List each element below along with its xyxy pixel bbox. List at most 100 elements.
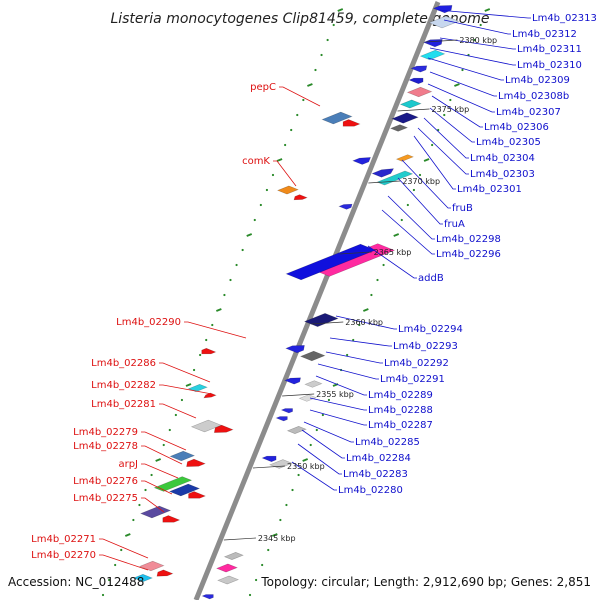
tick-dot [418,173,422,177]
gene-label-lm4b-02278: Lm4b_02278 [73,441,138,452]
tick-dot [253,218,256,222]
gene-feature [138,560,165,572]
leader-line [325,351,383,364]
tick-dot [205,338,208,342]
gene-feature [203,392,217,399]
tick-dot [248,593,252,597]
tick-dot [327,398,331,402]
tick-dot [285,503,288,507]
gene-label-lm4b-02304: Lm4b_02304 [470,153,535,164]
tick-dot [174,413,177,417]
gene-label-lm4b-02311: Lm4b_02311 [517,44,582,55]
scale-tick-label: 2355 kbp [316,390,354,399]
leader-line [159,362,211,383]
gene-feature [190,419,223,433]
gene-label-lm4b-02283: Lm4b_02283 [343,469,408,480]
gene-feature [132,573,153,583]
leader-line [417,127,469,175]
gene-label-lm4b-02306: Lm4b_02306 [484,122,549,133]
tick-dot [259,203,262,207]
gene-feature [188,491,207,499]
gene-feature [223,551,244,561]
gene-feature [261,455,277,463]
tick-dot [192,368,196,372]
gene-features [132,5,460,600]
tick-dot [406,203,409,207]
scale-tick-label: 2380 kbp [459,36,497,45]
scale-tick-line [252,465,286,469]
leader-line [159,384,213,395]
tick-dot [473,38,476,42]
leader-line [159,403,197,419]
tick-dot [114,563,117,567]
backbone [193,1,441,600]
tick-dot [315,428,318,432]
accession-text: Accession: NC_012488 [8,575,144,589]
gene-feature [169,450,196,462]
tick-dot [101,593,105,597]
tick-dot [211,323,214,327]
gene-label-lm4b-02301: Lm4b_02301 [457,184,522,195]
gene-feature [162,515,181,523]
backbone-line [193,1,441,600]
tick-dot [337,8,344,12]
leader-line [141,431,187,451]
tick-dot [449,98,452,102]
tick-dot [352,338,355,342]
gene-label-lm4b-02284: Lm4b_02284 [346,453,411,464]
tick-dot [235,263,238,267]
scale-tick-line [339,251,372,255]
tick-dot [185,383,192,387]
gene-label-lm4b-02289: Lm4b_02289 [368,390,433,401]
gene-feature [269,459,293,469]
gene-label-comk: comK [242,156,270,167]
gene-label-lm4b-02280: Lm4b_02280 [338,485,403,496]
leader-line [397,177,443,225]
tick-dot [309,443,312,447]
gene-feature [215,563,238,573]
tick-dot [443,113,446,117]
gene-label-lm4b-02298: Lm4b_02298 [436,234,501,245]
tick-dot [314,68,317,72]
scale-tick-label: 2375 kbp [431,105,469,114]
gene-labels: Lm4b_02313 Lm4b_02312 Lm4b_02311 Lm4b_02310… [31,13,597,561]
gene-label-lm4b-02287: Lm4b_02287 [368,420,433,431]
gene-feature [321,111,353,125]
gene-feature [408,77,424,85]
scale-tick-label: 2350 kbp [287,462,325,471]
tick-dot [199,353,202,357]
leader-line [301,429,345,459]
gene-feature [201,347,217,355]
tick-dot [423,158,430,162]
tick-dot [150,473,153,477]
leader-line [99,554,149,571]
scale-tick-label: 2360 kbp [345,318,383,327]
tick-dot [168,428,171,432]
gene-label-lm4b-02303: Lm4b_02303 [470,169,535,180]
gene-feature [213,424,234,433]
gene-feature [293,194,308,201]
gene-label-lm4b-02313: Lm4b_02313 [532,13,597,24]
gene-label-lm4b-02276: Lm4b_02276 [73,476,138,487]
tick-dot [261,563,264,567]
gene-label-lm4b-02312: Lm4b_02312 [512,29,577,40]
tick-dot [382,263,385,267]
tick-dot [132,518,135,522]
gene-feature [156,569,174,577]
gene-feature [422,39,443,48]
leader-line [141,480,173,495]
gene-label-lm4b-02305: Lm4b_02305 [476,137,541,148]
leader-line [429,47,516,66]
gene-feature [285,345,305,354]
tick-dot [362,308,369,312]
gene-feature [299,350,326,362]
tick-dot [302,98,305,102]
gene-label-lm4b-02307: Lm4b_02307 [496,107,561,118]
gene-feature [428,15,460,29]
tick-dot [326,38,329,42]
gene-label-lm4b-02293: Lm4b_02293 [393,341,458,352]
tick-dot [215,308,222,312]
gene-feature [284,377,301,385]
tick-dot [271,173,275,177]
